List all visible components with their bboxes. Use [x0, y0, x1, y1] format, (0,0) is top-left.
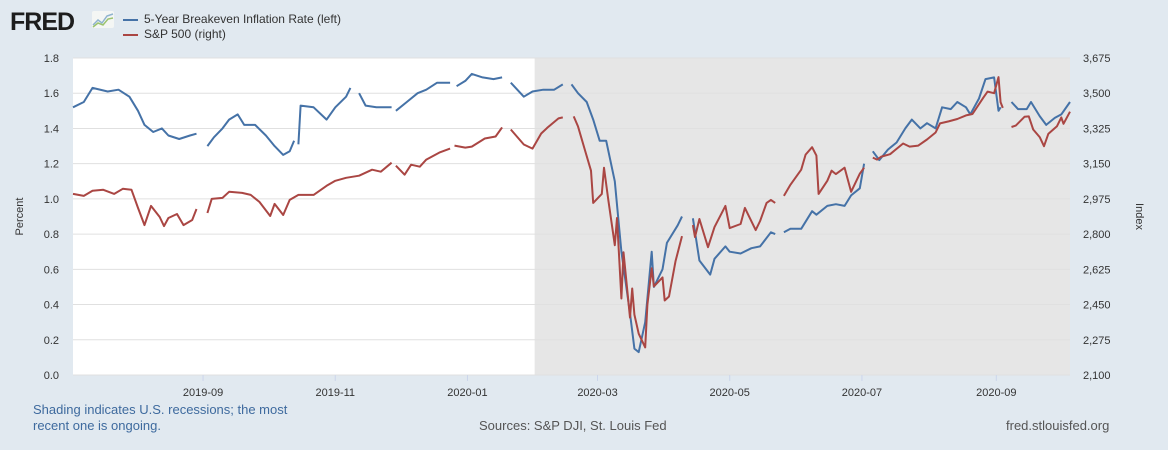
recession-note: Shading indicates U.S. recessions; the m…: [33, 402, 288, 433]
fred-logo-graph-icon: [92, 11, 114, 28]
y2-tick-label: 2,800: [1083, 229, 1111, 241]
y-tick-label: 0.2: [44, 335, 59, 347]
y-tick-label: 0.6: [44, 264, 59, 276]
x-tick-label: 2019-11: [315, 387, 355, 399]
legend-item-sp500[interactable]: S&P 500 (right): [123, 27, 341, 42]
y2-axis-label: Index: [1133, 203, 1145, 230]
y2-tick-label: 3,325: [1083, 123, 1111, 135]
y-tick-label: 0.0: [44, 370, 59, 382]
x-tick-label: 2020-01: [447, 387, 487, 399]
site-link[interactable]: fred.stlouisfed.org: [1006, 418, 1110, 433]
y2-tick-label: 2,275: [1083, 335, 1111, 347]
recession-shading: [534, 58, 1070, 375]
legend: 5-Year Breakeven Inflation Rate (left) S…: [123, 12, 341, 42]
legend-label: S&P 500 (right): [144, 27, 226, 41]
y-tick-label: 1.6: [44, 88, 59, 100]
x-tick-label: 2019-09: [183, 387, 223, 399]
y-axis-label: Percent: [14, 198, 26, 236]
fred-logo[interactable]: FRED: [10, 8, 75, 36]
y2-tick-label: 3,675: [1083, 53, 1111, 65]
y2-tick-label: 2,625: [1083, 264, 1111, 276]
series-line-breakeven[interactable]: [72, 72, 1071, 354]
legend-swatch-red: [123, 33, 138, 36]
x-tick-label: 2020-03: [577, 387, 617, 399]
x-tick-label: 2020-05: [710, 387, 750, 399]
y-tick-label: 0.8: [44, 229, 59, 241]
legend-swatch-blue: [123, 18, 138, 21]
y2-tick-label: 3,150: [1083, 159, 1111, 171]
legend-item-breakeven[interactable]: 5-Year Breakeven Inflation Rate (left): [123, 12, 341, 27]
y-tick-label: 1.2: [44, 159, 59, 171]
y-tick-label: 1.8: [44, 53, 59, 65]
x-tick-label: 2020-09: [976, 387, 1016, 399]
y2-tick-label: 2,100: [1083, 370, 1111, 382]
y2-tick-label: 2,975: [1083, 194, 1111, 206]
y-tick-label: 1.0: [44, 194, 59, 206]
y-tick-label: 0.4: [44, 300, 59, 312]
x-tick-label: 2020-07: [842, 387, 882, 399]
y2-tick-label: 3,500: [1083, 88, 1111, 100]
sources: Sources: S&P DJI, St. Louis Fed: [479, 418, 667, 433]
series-line-sp500[interactable]: [72, 76, 1071, 349]
y-tick-label: 1.4: [44, 123, 59, 135]
legend-label: 5-Year Breakeven Inflation Rate (left): [144, 12, 341, 26]
y2-tick-label: 2,450: [1083, 300, 1111, 312]
